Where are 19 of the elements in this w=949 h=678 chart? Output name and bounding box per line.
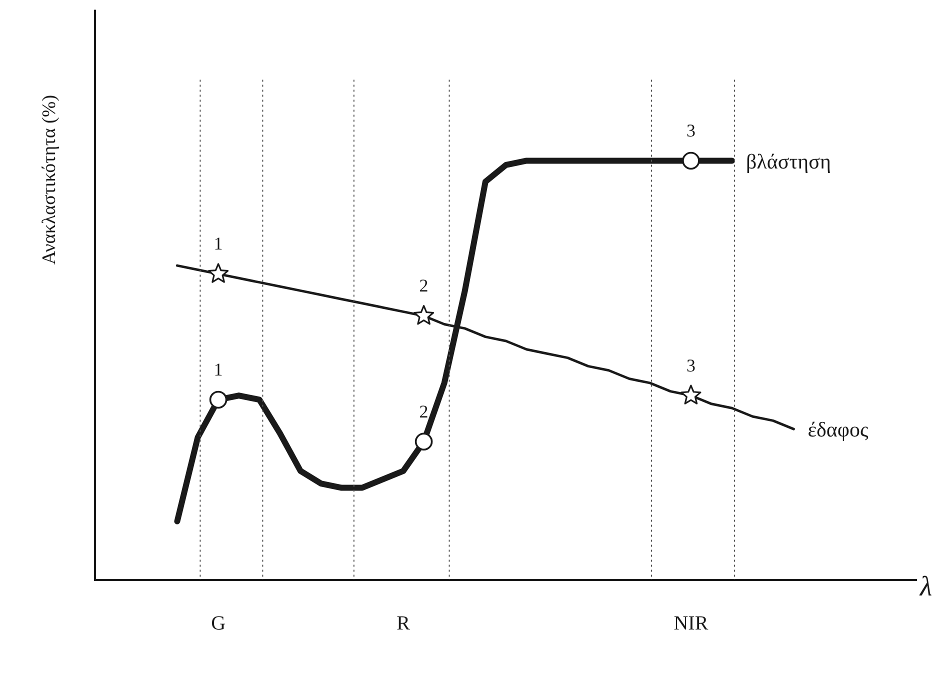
series-label: έδαφος	[808, 418, 870, 442]
x-tick-label: G	[211, 612, 226, 634]
x-tick-label: R	[396, 612, 411, 634]
annotation: 3	[686, 355, 696, 376]
point	[413, 305, 434, 325]
annotation: 2	[419, 276, 428, 296]
annotation: 1	[214, 234, 223, 254]
x-axis-title: λ	[919, 571, 932, 602]
x-tick-label: NIR	[674, 612, 709, 634]
series-label: βλάστηση	[746, 149, 831, 174]
text: 3	[686, 120, 696, 140]
point	[208, 263, 229, 283]
annotation: 1	[214, 359, 223, 380]
point	[414, 432, 433, 451]
point	[209, 390, 228, 409]
point	[682, 152, 700, 170]
y-axis-title: Ανακλαστικότητα (%)	[38, 94, 60, 265]
point	[680, 384, 702, 404]
annotation: 2	[419, 401, 428, 422]
